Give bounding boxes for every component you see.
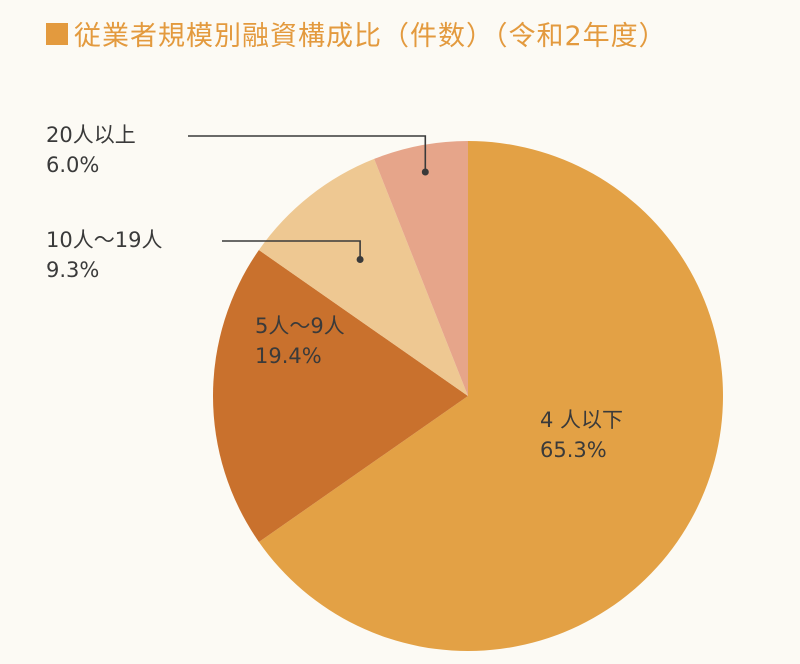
slice-category-label: 4 人以下 xyxy=(540,408,623,432)
slice-value-label: 9.3% xyxy=(46,258,99,282)
pie-slice-1 xyxy=(258,141,723,651)
leader-line-4 xyxy=(188,135,427,172)
slice-label-4: 20人以上 6.0% xyxy=(46,123,136,177)
chart-title: 従業者規模別融資構成比（件数）（令和2年度） xyxy=(46,14,667,53)
leader-lines xyxy=(188,135,429,263)
pie-slice-2 xyxy=(212,250,468,542)
slice-label-1: 4 人以下 65.3% xyxy=(540,408,623,462)
slice-value-label: 6.0% xyxy=(46,153,99,177)
leader-dot-4 xyxy=(421,168,429,176)
slice-category-label: 10人～19人 xyxy=(46,228,162,252)
title-square-marker xyxy=(46,22,68,45)
slice-label-2: 5人～9人 19.4% xyxy=(255,314,345,368)
leader-dot-3 xyxy=(356,256,364,263)
pie-slice-4 xyxy=(374,141,468,396)
slice-labels: 4 人以下 65.3% 5人～9人 19.4% 10人～19人 9.3% 20人以上 6.0% xyxy=(46,123,623,462)
slice-label-3: 10人～19人 9.3% xyxy=(46,228,162,282)
slice-value-label: 19.4% xyxy=(255,344,322,368)
chart-title-text: 従業者規模別融資構成比（件数）（令和2年度） xyxy=(74,21,667,52)
slice-category-label: 5人～9人 xyxy=(255,314,345,338)
pie-slice-3 xyxy=(258,158,468,396)
leader-line-3 xyxy=(222,240,361,260)
pie-slices xyxy=(212,141,723,651)
slice-category-label: 20人以上 xyxy=(46,123,136,147)
slice-value-label: 65.3% xyxy=(540,438,607,462)
